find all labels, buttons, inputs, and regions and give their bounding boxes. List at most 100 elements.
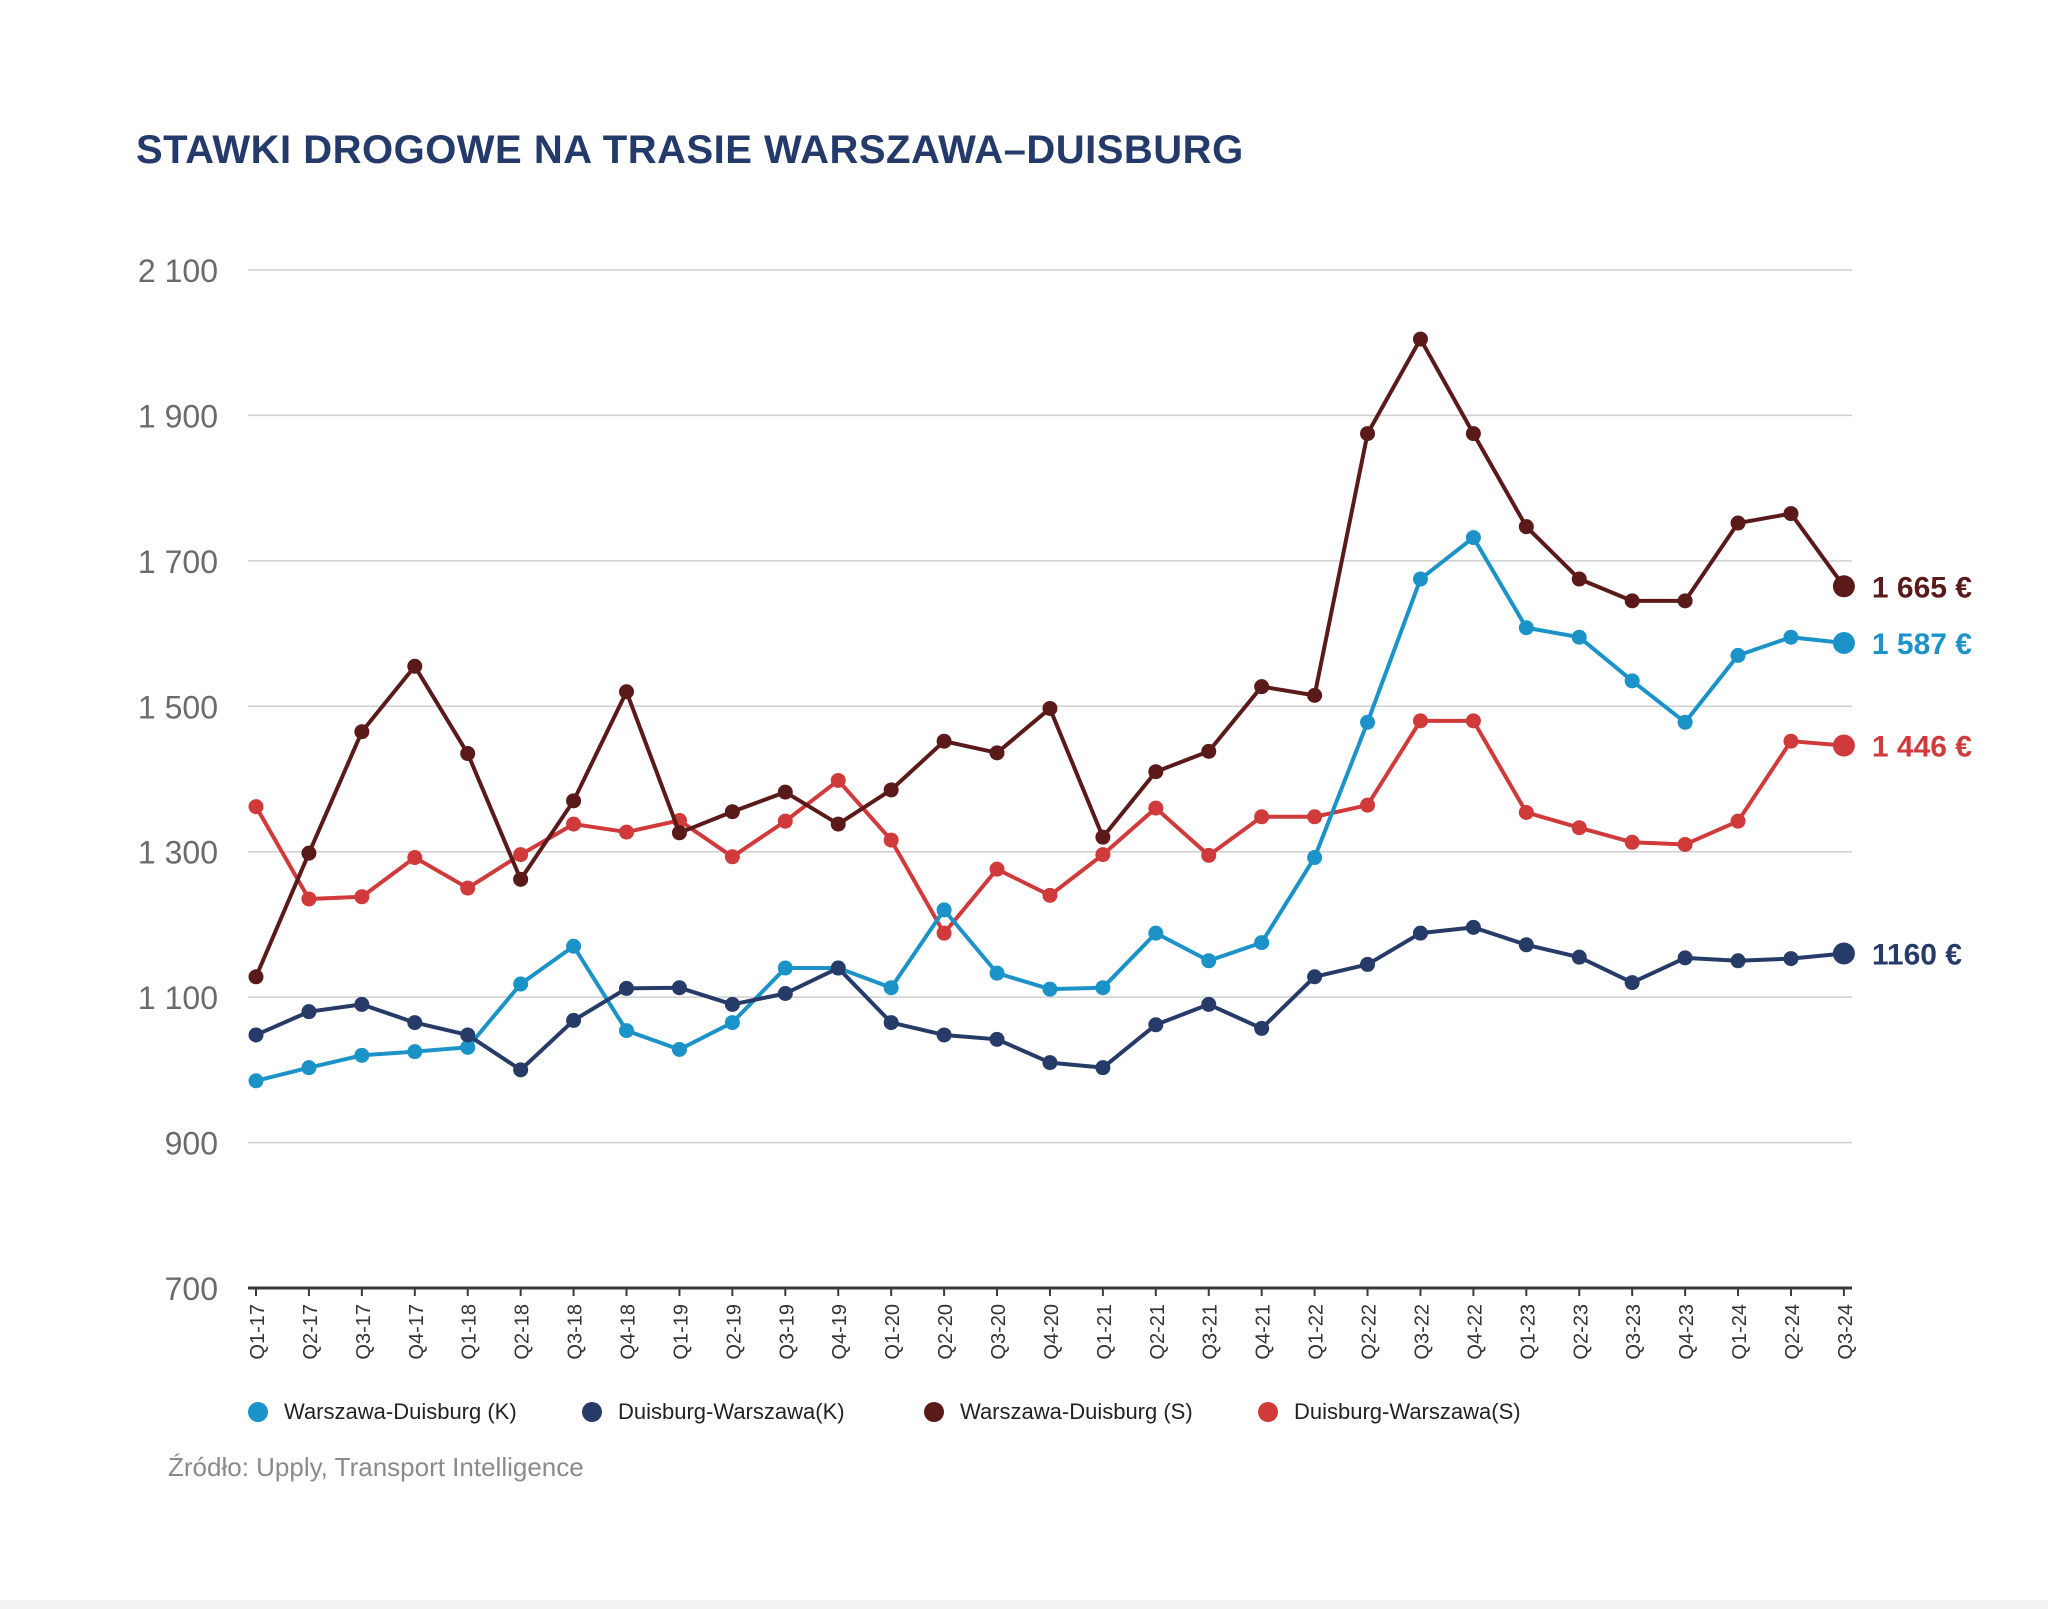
data-point[interactable]: [1307, 969, 1323, 985]
data-point[interactable]: [1677, 714, 1693, 730]
data-point[interactable]: [724, 1015, 740, 1031]
data-point[interactable]: [830, 960, 846, 976]
data-point[interactable]: [1254, 809, 1270, 825]
data-point[interactable]: [671, 1041, 687, 1057]
data-point[interactable]: [1465, 530, 1481, 546]
data-point[interactable]: [671, 980, 687, 996]
data-point[interactable]: [883, 832, 899, 848]
data-point[interactable]: [1730, 647, 1746, 663]
data-point[interactable]: [407, 850, 423, 866]
data-point[interactable]: [1095, 1060, 1111, 1076]
data-point[interactable]: [1360, 797, 1376, 813]
data-point[interactable]: [1360, 956, 1376, 972]
data-point[interactable]: [883, 980, 899, 996]
data-point[interactable]: [724, 996, 740, 1012]
data-point[interactable]: [936, 733, 952, 749]
legend-item-warszawa-duisburg-s[interactable]: Warszawa-Duisburg (S): [924, 1392, 1193, 1432]
data-point[interactable]: [354, 996, 370, 1012]
data-point[interactable]: [248, 969, 264, 985]
data-point[interactable]: [1148, 764, 1164, 780]
data-point[interactable]: [301, 1060, 317, 1076]
data-point[interactable]: [1412, 571, 1428, 587]
data-point[interactable]: [1832, 942, 1855, 965]
legend-item-warszawa-duisburg-k[interactable]: Warszawa-Duisburg (K): [248, 1392, 517, 1432]
data-point[interactable]: [513, 1062, 529, 1078]
data-point[interactable]: [1465, 426, 1481, 442]
data-point[interactable]: [830, 772, 846, 788]
data-point[interactable]: [1783, 629, 1799, 645]
data-point[interactable]: [1095, 829, 1111, 845]
data-point[interactable]: [619, 684, 635, 700]
data-point[interactable]: [460, 1027, 476, 1043]
data-point[interactable]: [989, 861, 1005, 877]
data-point[interactable]: [1148, 1017, 1164, 1033]
data-point[interactable]: [1624, 975, 1640, 991]
data-point[interactable]: [936, 925, 952, 941]
data-point[interactable]: [513, 847, 529, 863]
data-point[interactable]: [1518, 519, 1534, 535]
data-point[interactable]: [566, 793, 582, 809]
data-point[interactable]: [777, 986, 793, 1002]
data-point[interactable]: [248, 1027, 264, 1043]
data-point[interactable]: [1783, 733, 1799, 749]
data-point[interactable]: [989, 745, 1005, 761]
data-point[interactable]: [671, 825, 687, 841]
data-point[interactable]: [1465, 919, 1481, 935]
data-point[interactable]: [1730, 515, 1746, 531]
data-point[interactable]: [883, 1015, 899, 1031]
data-point[interactable]: [1201, 953, 1217, 969]
legend-item-duisburg-warszawa-k[interactable]: Duisburg-Warszawa(K): [582, 1392, 845, 1432]
data-point[interactable]: [1677, 593, 1693, 609]
data-point[interactable]: [1624, 834, 1640, 850]
data-point[interactable]: [619, 824, 635, 840]
data-point[interactable]: [248, 1073, 264, 1089]
data-point[interactable]: [1730, 953, 1746, 969]
data-point[interactable]: [1832, 734, 1855, 757]
data-point[interactable]: [1412, 713, 1428, 729]
data-point[interactable]: [1412, 331, 1428, 347]
data-point[interactable]: [1042, 981, 1058, 997]
data-point[interactable]: [883, 782, 899, 798]
data-point[interactable]: [1042, 700, 1058, 716]
data-point[interactable]: [830, 816, 846, 832]
data-point[interactable]: [1571, 629, 1587, 645]
data-point[interactable]: [724, 849, 740, 865]
data-point[interactable]: [248, 799, 264, 815]
data-point[interactable]: [1360, 426, 1376, 442]
legend-item-duisburg-warszawa-s[interactable]: Duisburg-Warszawa(S): [1258, 1392, 1521, 1432]
data-point[interactable]: [460, 746, 476, 762]
data-point[interactable]: [301, 845, 317, 861]
data-point[interactable]: [1095, 980, 1111, 996]
data-point[interactable]: [1677, 836, 1693, 852]
data-point[interactable]: [301, 1004, 317, 1020]
data-point[interactable]: [354, 724, 370, 740]
data-point[interactable]: [936, 1027, 952, 1043]
data-point[interactable]: [1571, 571, 1587, 587]
data-point[interactable]: [1832, 632, 1855, 655]
data-point[interactable]: [1518, 937, 1534, 953]
data-point[interactable]: [1518, 804, 1534, 820]
data-point[interactable]: [354, 1047, 370, 1063]
data-point[interactable]: [513, 976, 529, 992]
data-point[interactable]: [460, 880, 476, 896]
data-point[interactable]: [619, 980, 635, 996]
data-point[interactable]: [1783, 951, 1799, 967]
data-point[interactable]: [1624, 673, 1640, 689]
data-point[interactable]: [566, 1012, 582, 1028]
data-point[interactable]: [1042, 887, 1058, 903]
data-point[interactable]: [566, 938, 582, 954]
data-point[interactable]: [1677, 950, 1693, 966]
data-point[interactable]: [1201, 847, 1217, 863]
data-point[interactable]: [1095, 847, 1111, 863]
data-point[interactable]: [1148, 925, 1164, 941]
data-point[interactable]: [1730, 813, 1746, 829]
data-point[interactable]: [777, 960, 793, 976]
data-point[interactable]: [354, 889, 370, 905]
data-point[interactable]: [1412, 925, 1428, 941]
data-point[interactable]: [989, 965, 1005, 981]
data-point[interactable]: [1465, 713, 1481, 729]
data-point[interactable]: [1307, 850, 1323, 866]
data-point[interactable]: [1307, 809, 1323, 825]
data-point[interactable]: [407, 1015, 423, 1031]
data-point[interactable]: [1254, 935, 1270, 951]
